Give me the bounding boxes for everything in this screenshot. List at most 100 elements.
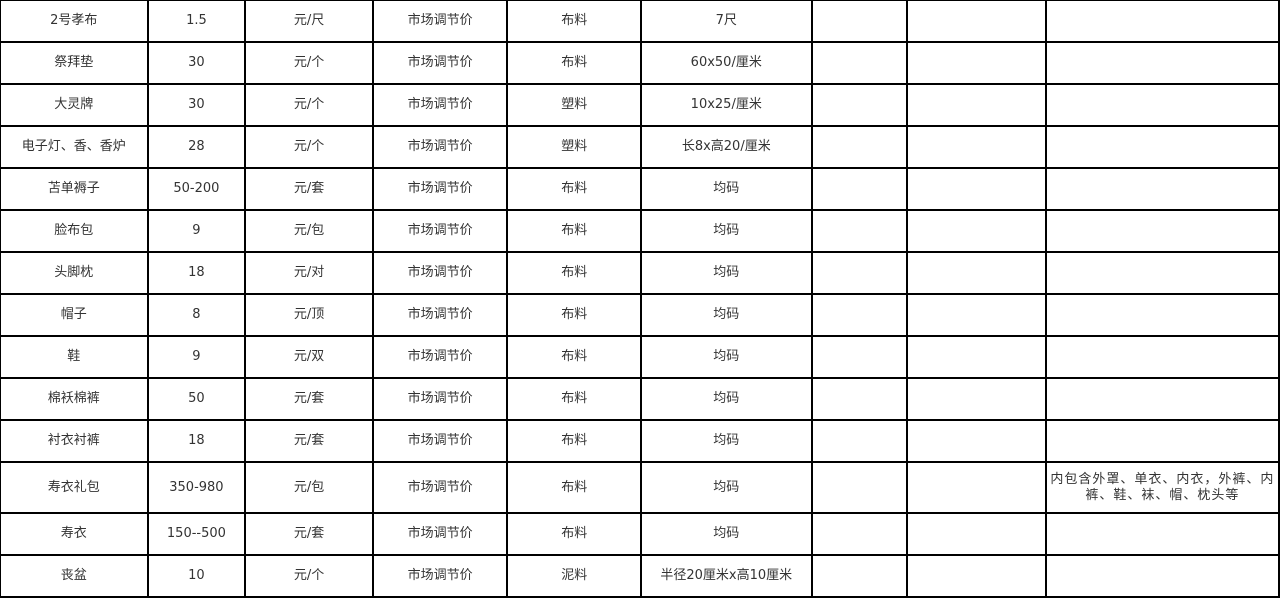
blank-cell [810,293,909,337]
material-cell: 布料 [506,377,642,421]
blank-cell [906,335,1047,379]
price-cell: 18 [146,419,247,463]
note-cell [1044,419,1281,463]
item-name-cell: 苫单褥子 [0,167,149,211]
size-cell: 长8x高20/厘米 [640,125,813,169]
price-cell: 28 [146,125,247,169]
item-name-cell: 帽子 [0,293,149,337]
pricing-type-cell: 市场调节价 [371,293,509,337]
size-cell: 均码 [640,335,813,379]
unit-cell: 元/个 [244,554,374,598]
material-cell: 布料 [506,0,642,43]
material-cell: 布料 [506,512,642,556]
material-cell: 泥料 [506,554,642,598]
size-cell: 半径20厘米x高10厘米 [640,554,813,598]
pricing-type-cell: 市场调节价 [371,512,509,556]
item-name-cell: 祭拜垫 [0,41,149,85]
blank-cell [810,335,909,379]
note-cell [1044,554,1281,598]
size-cell: 均码 [640,377,813,421]
pricing-type-cell: 市场调节价 [371,419,509,463]
unit-cell: 元/尺 [244,0,374,43]
note-cell [1044,83,1281,127]
blank-cell [906,125,1047,169]
price-cell: 350-980 [146,461,247,514]
blank-cell [906,167,1047,211]
item-name-cell: 寿衣 [0,512,149,556]
price-cell: 50-200 [146,167,247,211]
item-name-cell: 衬衣衬裤 [0,419,149,463]
note-cell [1044,125,1281,169]
pricing-type-cell: 市场调节价 [371,251,509,295]
blank-cell [810,461,909,514]
pricing-type-cell: 市场调节价 [371,377,509,421]
pricing-type-cell: 市场调节价 [371,83,509,127]
table-row: 苫单褥子 50-200 元/套 市场调节价 布料 均码 [0,167,1281,211]
unit-cell: 元/个 [244,83,374,127]
unit-cell: 元/套 [244,512,374,556]
table-row: 衬衣衬裤 18 元/套 市场调节价 布料 均码 [0,419,1281,463]
unit-cell: 元/个 [244,125,374,169]
pricing-type-cell: 市场调节价 [371,461,509,514]
table-row: 头脚枕 18 元/对 市场调节价 布料 均码 [0,251,1281,295]
price-cell: 9 [146,209,247,253]
table-row: 脸布包 9 元/包 市场调节价 布料 均码 [0,209,1281,253]
table-row: 鞋 9 元/双 市场调节价 布料 均码 [0,335,1281,379]
blank-cell [906,377,1047,421]
table-row: 帽子 8 元/顶 市场调节价 布料 均码 [0,293,1281,337]
price-cell: 30 [146,41,247,85]
material-cell: 布料 [506,419,642,463]
table-row: 2号孝布 1.5 元/尺 市场调节价 布料 7尺 [0,0,1281,43]
item-name-cell: 丧盆 [0,554,149,598]
note-cell [1044,512,1281,556]
table-row: 寿衣礼包 350-980 元/包 市场调节价 布料 均码 内包含外罩、单衣、内衣，外裤、内裤… [0,461,1281,514]
item-name-cell: 头脚枕 [0,251,149,295]
item-name-cell: 大灵牌 [0,83,149,127]
blank-cell [810,0,909,43]
pricing-type-cell: 市场调节价 [371,0,509,43]
pricing-type-cell: 市场调节价 [371,335,509,379]
item-name-cell: 寿衣礼包 [0,461,149,514]
size-cell: 均码 [640,512,813,556]
unit-cell: 元/包 [244,461,374,514]
note-cell [1044,335,1281,379]
blank-cell [810,167,909,211]
size-cell: 均码 [640,167,813,211]
item-name-cell: 棉袄棉裤 [0,377,149,421]
unit-cell: 元/套 [244,167,374,211]
blank-cell [906,512,1047,556]
blank-cell [906,293,1047,337]
blank-cell [810,419,909,463]
note-cell [1044,209,1281,253]
blank-cell [810,251,909,295]
price-cell: 8 [146,293,247,337]
material-cell: 布料 [506,293,642,337]
price-cell: 10 [146,554,247,598]
material-cell: 布料 [506,251,642,295]
size-cell: 均码 [640,293,813,337]
note-cell [1044,293,1281,337]
price-cell: 18 [146,251,247,295]
table-row: 寿衣 150--500 元/套 市场调节价 布料 均码 [0,512,1281,556]
blank-cell [810,512,909,556]
blank-cell [906,554,1047,598]
material-cell: 布料 [506,335,642,379]
blank-cell [810,41,909,85]
table-row: 电子灯、香、香炉 28 元/个 市场调节价 塑料 长8x高20/厘米 [0,125,1281,169]
size-cell: 均码 [640,209,813,253]
pricing-type-cell: 市场调节价 [371,167,509,211]
note-cell [1044,377,1281,421]
blank-cell [810,83,909,127]
size-cell: 10x25/厘米 [640,83,813,127]
pricing-type-cell: 市场调节价 [371,125,509,169]
table-row: 祭拜垫 30 元/个 市场调节价 布料 60x50/厘米 [0,41,1281,85]
pricing-type-cell: 市场调节价 [371,41,509,85]
blank-cell [906,461,1047,514]
blank-cell [810,209,909,253]
note-cell [1044,0,1281,43]
item-name-cell: 脸布包 [0,209,149,253]
blank-cell [906,0,1047,43]
size-cell: 均码 [640,419,813,463]
unit-cell: 元/对 [244,251,374,295]
